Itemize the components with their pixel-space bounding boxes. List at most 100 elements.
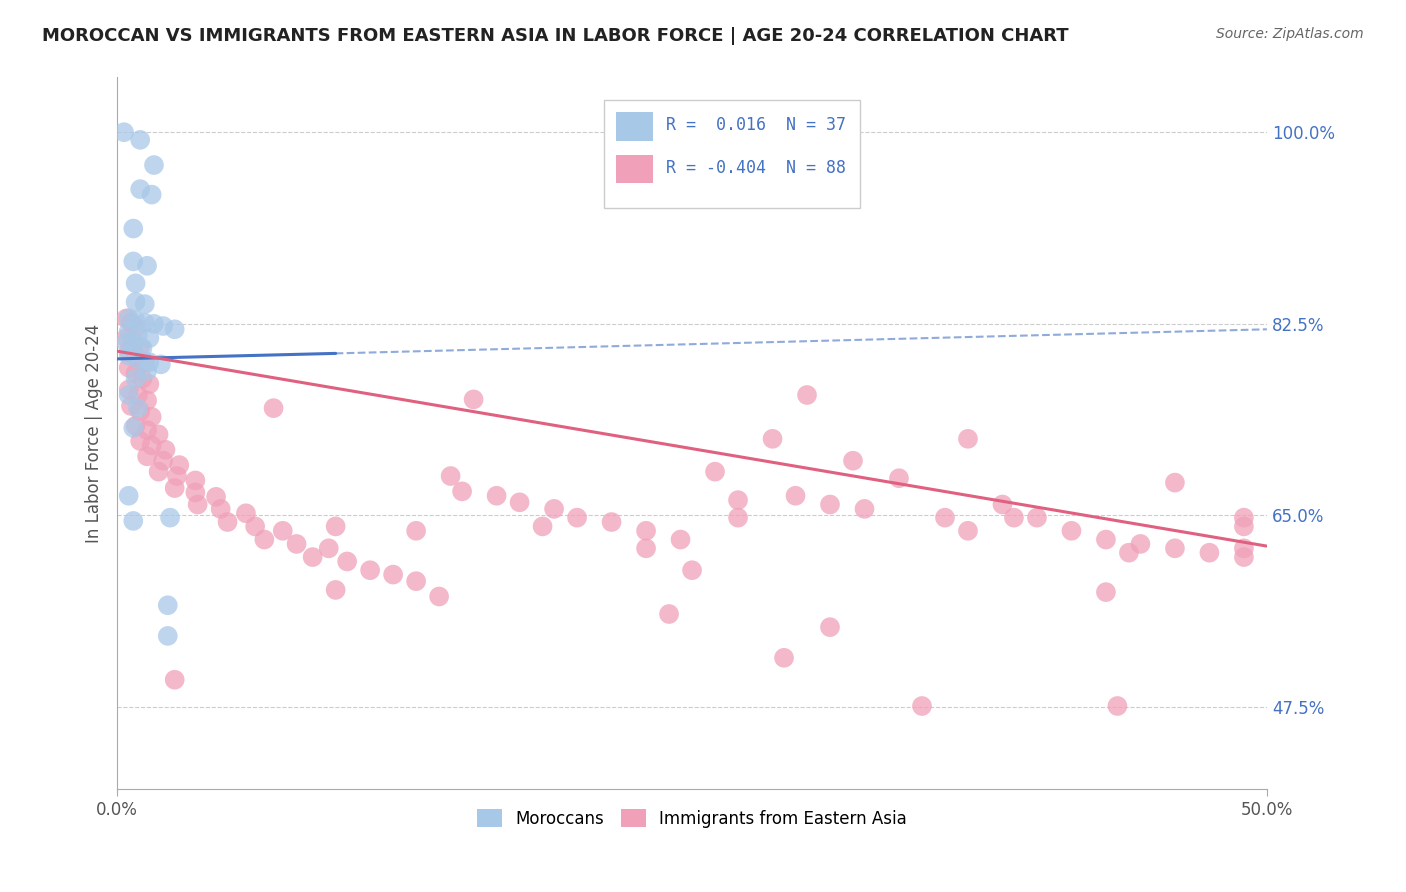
Point: [148, 465, 170, 479]
Point: [131, 341, 153, 355]
Point: [136, 423, 159, 437]
Point: [124, 294, 146, 309]
FancyBboxPatch shape: [616, 155, 652, 184]
Point: [405, 574, 427, 589]
Point: [118, 349, 141, 363]
Point: [818, 498, 841, 512]
Point: [163, 481, 186, 495]
Point: [127, 388, 149, 402]
Point: [163, 322, 186, 336]
Point: [136, 364, 159, 378]
Point: [143, 317, 166, 331]
Point: [155, 442, 177, 457]
Point: [773, 650, 796, 665]
Point: [115, 311, 138, 326]
Point: [1095, 585, 1118, 599]
Point: [118, 383, 141, 397]
Point: [451, 484, 474, 499]
Point: [152, 453, 174, 467]
Point: [141, 438, 163, 452]
Point: [118, 325, 141, 339]
Point: [129, 434, 152, 448]
Point: [187, 498, 209, 512]
Point: [134, 297, 156, 311]
Point: [509, 495, 531, 509]
Point: [141, 187, 163, 202]
Point: [136, 393, 159, 408]
Point: [669, 533, 692, 547]
Point: [956, 524, 979, 538]
Point: [243, 519, 266, 533]
Point: [634, 524, 657, 538]
Point: [271, 524, 294, 538]
Point: [118, 311, 141, 326]
Point: [141, 409, 163, 424]
Point: [727, 493, 749, 508]
Point: [382, 567, 405, 582]
Point: [263, 401, 285, 416]
Point: [818, 620, 841, 634]
Point: [853, 502, 876, 516]
Point: [253, 533, 276, 547]
Text: R = -0.404  N = 88: R = -0.404 N = 88: [665, 159, 845, 177]
Point: [134, 355, 156, 369]
Point: [122, 421, 145, 435]
Point: [658, 607, 681, 621]
Point: [991, 498, 1014, 512]
Point: [301, 550, 323, 565]
Point: [115, 331, 138, 345]
Point: [911, 698, 934, 713]
Point: [761, 432, 783, 446]
Point: [118, 388, 141, 402]
Point: [209, 502, 232, 516]
Point: [956, 432, 979, 446]
Point: [129, 340, 152, 354]
Point: [136, 259, 159, 273]
Point: [159, 510, 181, 524]
Point: [138, 377, 160, 392]
Point: [235, 506, 257, 520]
Point: [842, 453, 865, 467]
Point: [124, 418, 146, 433]
Point: [439, 469, 461, 483]
Point: [118, 360, 141, 375]
Point: [138, 355, 160, 369]
Point: [136, 450, 159, 464]
Point: [129, 133, 152, 147]
Point: [124, 313, 146, 327]
Point: [205, 490, 228, 504]
Point: [1118, 546, 1140, 560]
Point: [1233, 541, 1256, 556]
Text: MOROCCAN VS IMMIGRANTS FROM EASTERN ASIA IN LABOR FORCE | AGE 20-24 CORRELATION : MOROCCAN VS IMMIGRANTS FROM EASTERN ASIA…: [42, 27, 1069, 45]
Point: [124, 371, 146, 385]
Point: [1233, 510, 1256, 524]
FancyBboxPatch shape: [603, 100, 860, 209]
Point: [184, 474, 207, 488]
Point: [1198, 546, 1220, 560]
Point: [118, 489, 141, 503]
Point: [785, 489, 807, 503]
Point: [405, 524, 427, 538]
Text: R =  0.016  N = 37: R = 0.016 N = 37: [665, 116, 845, 134]
Point: [1129, 537, 1152, 551]
Point: [1164, 541, 1187, 556]
Point: [1026, 510, 1049, 524]
Point: [118, 344, 141, 359]
Point: [1233, 550, 1256, 565]
Point: [285, 537, 308, 551]
Point: [934, 510, 956, 524]
Point: [359, 563, 381, 577]
Point: [120, 399, 142, 413]
Point: [122, 335, 145, 350]
Point: [217, 515, 239, 529]
Point: [531, 519, 554, 533]
Point: [124, 366, 146, 380]
Point: [149, 357, 172, 371]
Point: [1164, 475, 1187, 490]
Point: [543, 502, 565, 516]
Point: [152, 318, 174, 333]
Point: [1107, 698, 1129, 713]
Legend: Moroccans, Immigrants from Eastern Asia: Moroccans, Immigrants from Eastern Asia: [471, 803, 914, 834]
Point: [1060, 524, 1083, 538]
Point: [184, 485, 207, 500]
